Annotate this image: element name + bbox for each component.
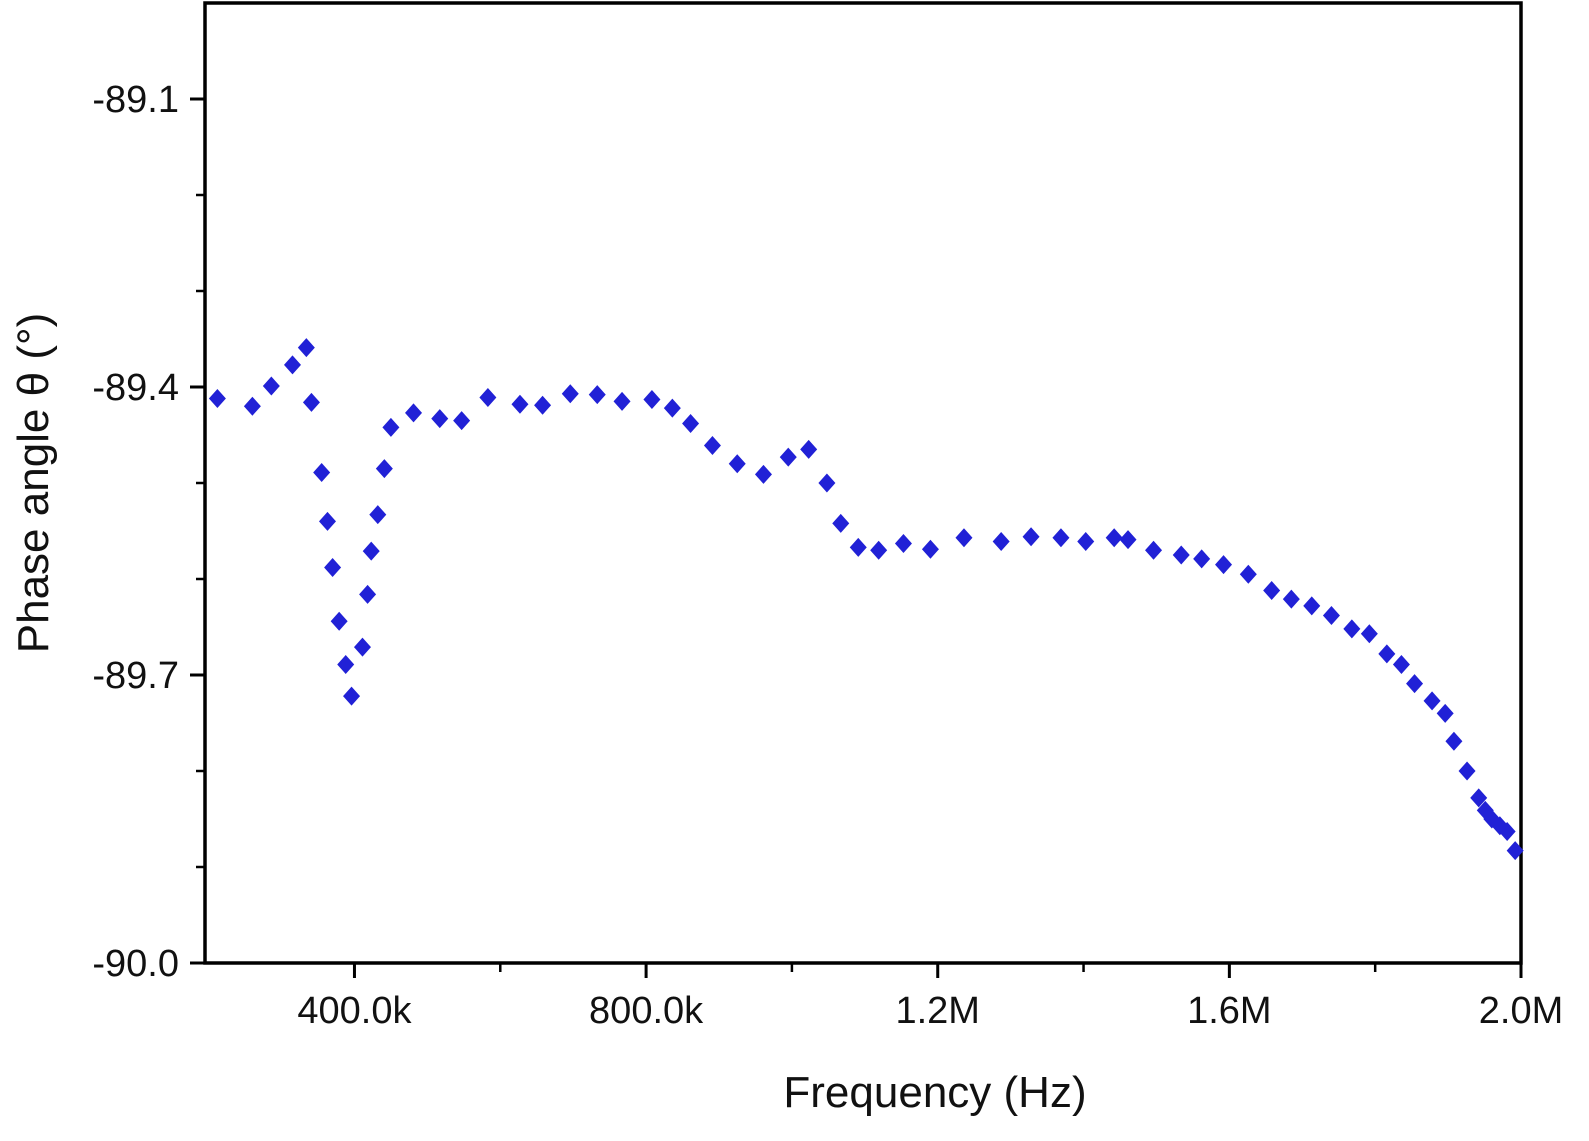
data-point	[330, 611, 348, 631]
data-point	[534, 395, 552, 415]
data-point	[1506, 841, 1524, 861]
data-point	[1392, 654, 1410, 674]
data-point	[1145, 540, 1163, 560]
data-point	[1282, 589, 1300, 609]
data-point	[297, 338, 315, 358]
y-tick-label: -89.4	[92, 367, 179, 409]
data-point	[262, 376, 280, 396]
data-point	[302, 392, 320, 412]
data-point	[613, 391, 631, 411]
data-point	[663, 398, 681, 418]
data-point	[318, 511, 336, 531]
data-point	[1119, 530, 1137, 550]
data-point	[353, 637, 371, 657]
data-point	[1215, 555, 1233, 575]
data-point	[1105, 528, 1123, 548]
data-point	[870, 540, 888, 560]
data-point	[849, 537, 867, 557]
data-point	[1436, 703, 1454, 723]
x-tick-label: 2.0M	[1479, 990, 1563, 1032]
data-point	[343, 686, 361, 706]
data-point	[800, 439, 818, 459]
data-point	[754, 464, 772, 484]
x-tick-label: 1.6M	[1187, 990, 1271, 1032]
data-point	[1498, 821, 1516, 841]
data-point	[1360, 624, 1378, 644]
data-point	[643, 389, 661, 409]
data-point	[1445, 731, 1463, 751]
data-point	[894, 533, 912, 553]
y-tick-label: -89.7	[92, 655, 179, 697]
plot-frame	[203, 1, 1523, 965]
data-point	[324, 557, 342, 577]
x-tick-label: 800.0k	[589, 990, 704, 1032]
data-point	[1052, 528, 1070, 548]
data-point	[382, 417, 400, 437]
data-point	[479, 388, 497, 408]
y-axis-title: Phase angle θ (°)	[9, 312, 58, 654]
data-point	[337, 654, 355, 674]
data-point	[1077, 532, 1095, 552]
data-point	[453, 411, 471, 431]
data-point	[375, 459, 393, 479]
data-point	[1458, 761, 1476, 781]
data-point	[405, 403, 423, 423]
data-point	[1406, 674, 1424, 694]
y-tick-label: -90.0	[92, 943, 179, 985]
data-point	[313, 462, 331, 482]
data-point	[369, 505, 387, 525]
data-point	[588, 385, 606, 405]
data-point	[955, 528, 973, 548]
data-point	[1239, 564, 1257, 584]
data-point	[1303, 596, 1321, 616]
data-point	[283, 355, 301, 375]
data-point	[1423, 691, 1441, 711]
data-point	[682, 413, 700, 433]
data-point	[431, 409, 449, 429]
data-point	[208, 389, 226, 409]
data-point	[1322, 605, 1340, 625]
data-point	[1172, 545, 1190, 565]
y-tick-label: -89.1	[92, 79, 179, 121]
x-axis-title: Frequency (Hz)	[783, 1068, 1087, 1117]
data-point	[818, 473, 836, 493]
data-point	[362, 541, 380, 561]
data-point	[511, 394, 529, 414]
data-point	[243, 396, 261, 416]
data-point	[921, 539, 939, 559]
x-tick-label: 400.0k	[297, 990, 412, 1032]
data-point	[779, 447, 797, 467]
data-point	[703, 436, 721, 456]
data-point	[359, 584, 377, 604]
data-point	[1343, 619, 1361, 639]
data-point	[1378, 644, 1396, 664]
data-point	[728, 454, 746, 474]
data-point	[1193, 549, 1211, 569]
data-point	[992, 532, 1010, 552]
data-point	[1263, 581, 1281, 601]
data-point	[1022, 527, 1040, 547]
data-point	[832, 513, 850, 533]
x-tick-label: 1.2M	[895, 990, 979, 1032]
data-point	[1470, 788, 1488, 808]
data-point	[561, 384, 579, 404]
